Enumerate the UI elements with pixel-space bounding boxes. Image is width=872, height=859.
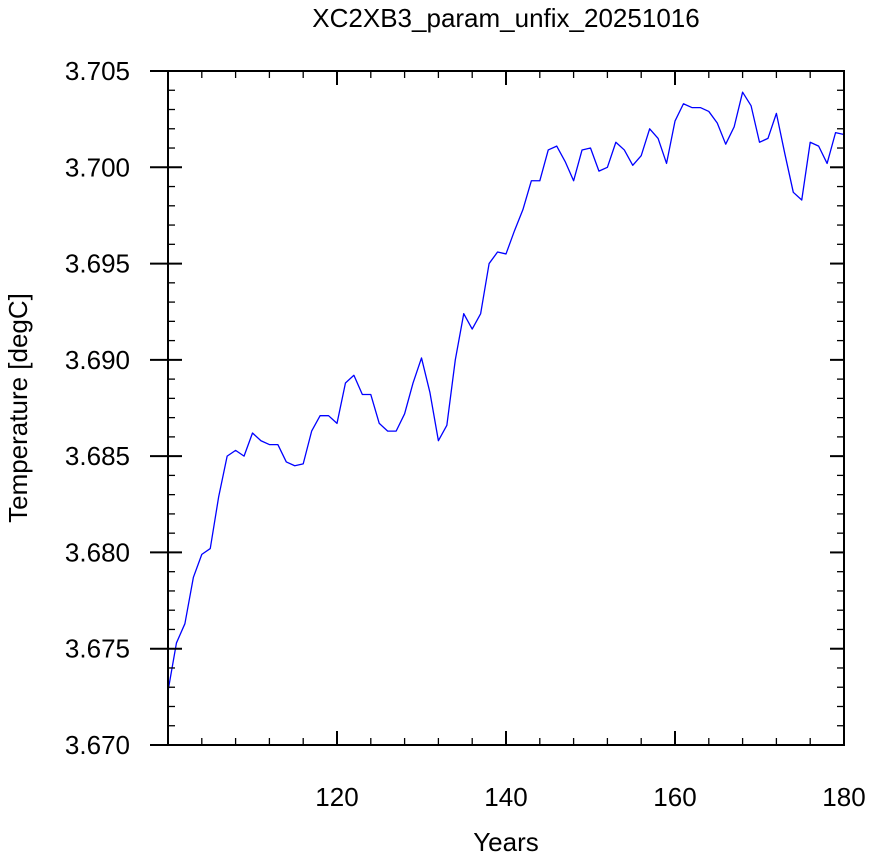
x-tick-label: 180 — [822, 782, 865, 812]
plot-area: 120 140 160 180 3.670 3.675 3.680 3.685 3.690 3.6… — [65, 56, 866, 812]
y-tick-label: 3.675 — [65, 634, 130, 664]
y-tick-label: 3.680 — [65, 537, 130, 567]
y-tick-label: 3.695 — [65, 249, 130, 279]
y-tick-label: 3.705 — [65, 56, 130, 86]
x-tick-label: 160 — [653, 782, 696, 812]
chart-title: XC2XB3_param_unfix_20251016 — [312, 3, 699, 33]
series-line — [167, 91, 845, 692]
plot-frame — [167, 70, 845, 746]
y-tick-label: 3.670 — [65, 730, 130, 760]
x-axis-label: Years — [473, 827, 539, 857]
x-tick-label: 120 — [315, 782, 358, 812]
x-tick-label: 140 — [484, 782, 527, 812]
y-tick-label: 3.700 — [65, 152, 130, 182]
y-tick-label: 3.685 — [65, 441, 130, 471]
y-tick-label: 3.690 — [65, 345, 130, 375]
y-axis-label: Temperature [degC] — [3, 293, 33, 523]
